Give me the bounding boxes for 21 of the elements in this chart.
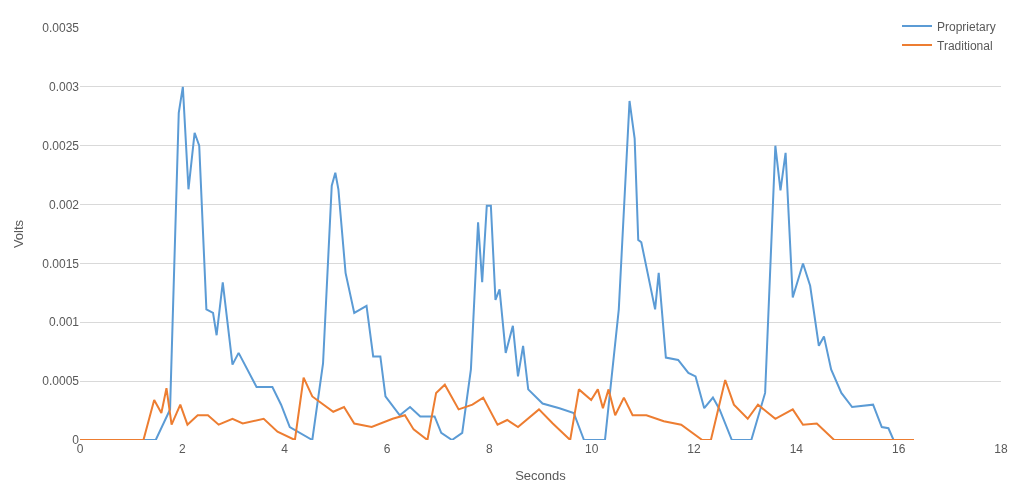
- legend-label: Traditional: [937, 38, 993, 53]
- y-tick-label: 0.0005: [42, 374, 80, 389]
- y-tick-label: 0.003: [48, 80, 80, 95]
- x-tick-label: 6: [383, 442, 391, 456]
- x-tick-label: 2: [178, 442, 186, 456]
- x-tick-label: 4: [281, 442, 289, 456]
- y-axis-title: Volts: [11, 219, 27, 249]
- x-tick-label: 12: [687, 442, 701, 456]
- y-tick-label: 0.0035: [42, 21, 80, 36]
- y-tick-label: 0.002: [48, 197, 80, 212]
- line-series: [80, 376, 916, 440]
- y-tick-label: 0.0025: [42, 138, 80, 153]
- x-tick-label: 16: [891, 442, 906, 456]
- x-tick-label: 14: [789, 442, 804, 456]
- x-axis-title: Seconds: [515, 467, 567, 483]
- legend-label: Proprietary: [937, 19, 996, 34]
- x-tick-label: 8: [485, 442, 493, 456]
- x-tick-label: 18: [994, 442, 1008, 456]
- x-tick-label: 10: [584, 442, 599, 456]
- y-tick-label: 0.0015: [42, 256, 80, 271]
- y-tick-label: 0.001: [48, 315, 80, 330]
